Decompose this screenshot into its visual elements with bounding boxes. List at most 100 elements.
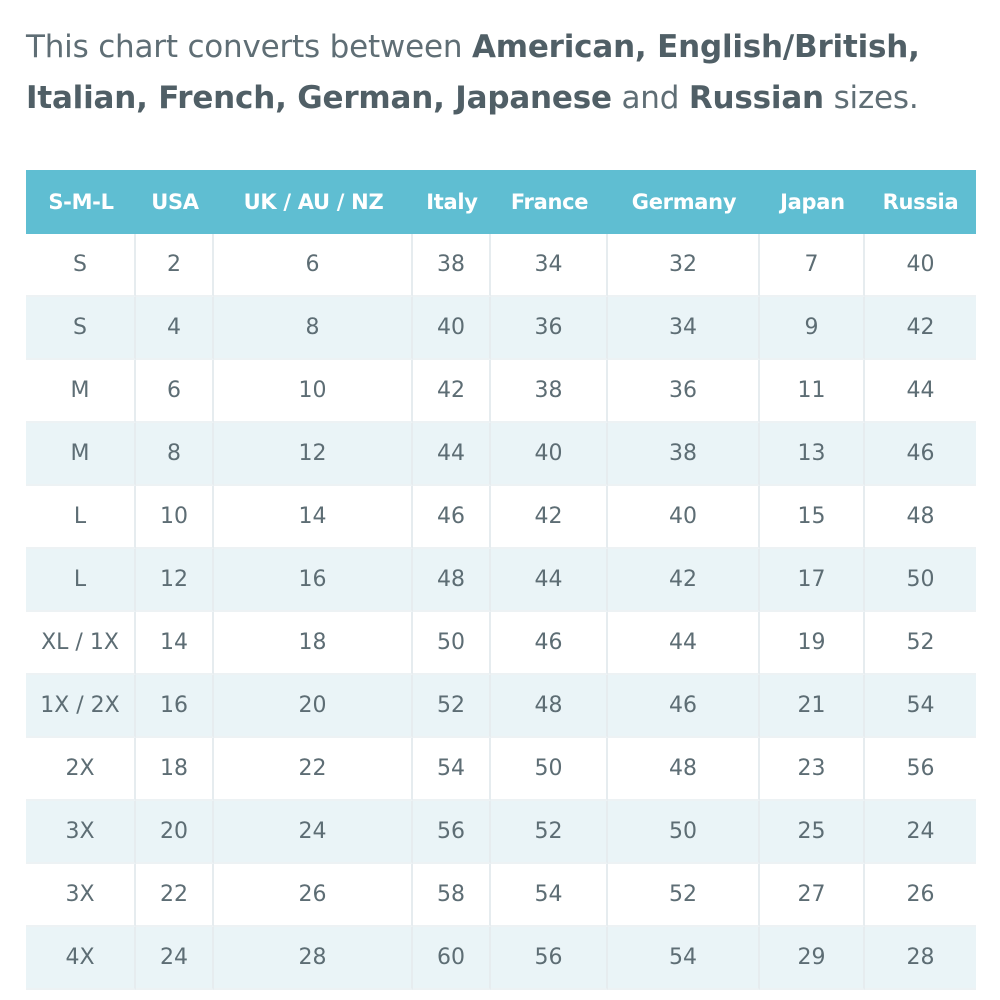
table-cell: 52: [413, 675, 491, 738]
table-cell: 8: [214, 297, 413, 360]
table-cell: 28: [865, 927, 976, 990]
table-cell: 15: [760, 486, 865, 549]
table-cell: 48: [413, 549, 491, 612]
intro-bold-2: Italian, French, German, Japanese: [26, 80, 612, 116]
size-chart-table: S-M-L USA UK / AU / NZ Italy France Germ…: [26, 170, 976, 990]
table-cell: 50: [608, 801, 760, 864]
table-cell: 56: [865, 738, 976, 801]
table-cell: 46: [491, 612, 608, 675]
table-cell: 46: [413, 486, 491, 549]
table-cell: 4X: [26, 927, 136, 990]
table-cell: 50: [413, 612, 491, 675]
table-cell: 56: [413, 801, 491, 864]
header-uk-au-nz: UK / AU / NZ: [214, 170, 413, 234]
header-france: France: [491, 170, 608, 234]
table-cell: 25: [760, 801, 865, 864]
table-cell: S: [26, 234, 136, 297]
table-cell: 58: [413, 864, 491, 927]
table-cell: 10: [214, 360, 413, 423]
table-row: S 2 6 38 34 32 7 40: [26, 234, 976, 297]
table-cell: 40: [491, 423, 608, 486]
table-cell: 48: [608, 738, 760, 801]
table-cell: 12: [214, 423, 413, 486]
header-italy: Italy: [413, 170, 491, 234]
table-cell: 42: [491, 486, 608, 549]
size-chart-table-wrapper: S-M-L USA UK / AU / NZ Italy France Germ…: [26, 170, 976, 990]
table-cell: 23: [760, 738, 865, 801]
intro-text-1: This chart converts between: [26, 29, 472, 65]
table-cell: 44: [413, 423, 491, 486]
table-cell: 54: [413, 738, 491, 801]
table-cell: 20: [214, 675, 413, 738]
table-cell: 11: [760, 360, 865, 423]
table-cell: 42: [865, 297, 976, 360]
table-cell: 14: [136, 612, 214, 675]
table-cell: 36: [491, 297, 608, 360]
table-cell: 52: [491, 801, 608, 864]
table-cell: 26: [214, 864, 413, 927]
table-row: M 6 10 42 38 36 11 44: [26, 360, 976, 423]
table-cell: 24: [136, 927, 214, 990]
table-cell: 48: [865, 486, 976, 549]
table-cell: 38: [413, 234, 491, 297]
table-cell: 42: [413, 360, 491, 423]
table-cell: 32: [608, 234, 760, 297]
table-cell: 42: [608, 549, 760, 612]
table-cell: 4: [136, 297, 214, 360]
intro-text-3: and: [611, 80, 689, 116]
table-cell: 19: [760, 612, 865, 675]
intro-text-4: sizes.: [823, 80, 919, 116]
intro-bold-1: American, English/British,: [471, 29, 920, 65]
table-cell: 36: [608, 360, 760, 423]
table-row: 3X 22 26 58 54 52 27 26: [26, 864, 976, 927]
table-cell: 20: [136, 801, 214, 864]
table-cell: 16: [136, 675, 214, 738]
intro-bold-3: Russian: [688, 80, 824, 116]
table-body: S 2 6 38 34 32 7 40 S 4 8 40 36 34 9 42 M 6 10 42 38 36 11 44 M 8…: [26, 234, 976, 990]
table-cell: 1X / 2X: [26, 675, 136, 738]
table-cell: 13: [760, 423, 865, 486]
table-cell: 26: [865, 864, 976, 927]
table-cell: 3X: [26, 801, 136, 864]
table-cell: 60: [413, 927, 491, 990]
table-cell: 12: [136, 549, 214, 612]
table-cell: 44: [865, 360, 976, 423]
table-cell: 40: [865, 234, 976, 297]
table-row: L 12 16 48 44 42 17 50: [26, 549, 976, 612]
table-cell: 29: [760, 927, 865, 990]
header-russia: Russia: [865, 170, 976, 234]
table-cell: 54: [608, 927, 760, 990]
table-cell: 22: [214, 738, 413, 801]
header-s-m-l: S-M-L: [26, 170, 136, 234]
table-cell: 40: [608, 486, 760, 549]
table-cell: M: [26, 360, 136, 423]
table-cell: 6: [136, 360, 214, 423]
table-cell: 24: [214, 801, 413, 864]
table-cell: 28: [214, 927, 413, 990]
table-row: 1X / 2X 16 20 52 48 46 21 54: [26, 675, 976, 738]
table-cell: 46: [608, 675, 760, 738]
table-cell: L: [26, 486, 136, 549]
table-cell: 16: [214, 549, 413, 612]
table-cell: 54: [865, 675, 976, 738]
table-cell: 17: [760, 549, 865, 612]
table-cell: 50: [865, 549, 976, 612]
header-germany: Germany: [608, 170, 760, 234]
table-cell: 9: [760, 297, 865, 360]
table-cell: 22: [136, 864, 214, 927]
table-header-row: S-M-L USA UK / AU / NZ Italy France Germ…: [26, 170, 976, 234]
table-row: 4X 24 28 60 56 54 29 28: [26, 927, 976, 990]
table-cell: 10: [136, 486, 214, 549]
table-cell: 2: [136, 234, 214, 297]
table-cell: 56: [491, 927, 608, 990]
table-cell: 44: [491, 549, 608, 612]
table-cell: 8: [136, 423, 214, 486]
table-cell: 21: [760, 675, 865, 738]
table-cell: 14: [214, 486, 413, 549]
table-row: M 8 12 44 40 38 13 46: [26, 423, 976, 486]
table-cell: S: [26, 297, 136, 360]
table-cell: 24: [865, 801, 976, 864]
table-cell: 34: [608, 297, 760, 360]
table-row: XL / 1X 14 18 50 46 44 19 52: [26, 612, 976, 675]
table-cell: 46: [865, 423, 976, 486]
